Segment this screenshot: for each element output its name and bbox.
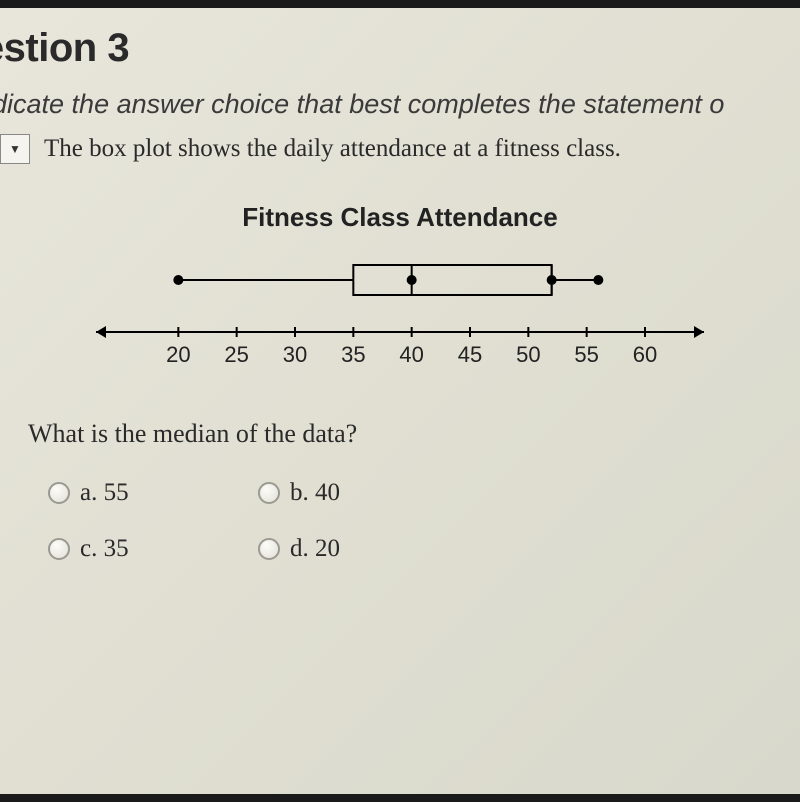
svg-text:40: 40 (399, 342, 423, 367)
choice-b[interactable]: b. 40 (258, 479, 458, 507)
follow-up-question: What is the median of the data? (28, 419, 800, 449)
radio-d[interactable] (258, 538, 280, 560)
svg-text:25: 25 (224, 342, 248, 367)
instruction-text: dicate the answer choice that best compl… (0, 89, 800, 120)
svg-text:30: 30 (283, 342, 307, 367)
choice-c-label: c. 35 (80, 535, 129, 563)
chart-title: Fitness Class Attendance (90, 202, 710, 233)
svg-text:50: 50 (516, 342, 540, 367)
svg-text:55: 55 (574, 342, 598, 367)
question-prompt: The box plot shows the daily attendance … (44, 135, 621, 163)
choice-d-label: d. 20 (290, 535, 340, 563)
flag-icon: ▼ (9, 142, 21, 156)
svg-text:20: 20 (166, 342, 190, 367)
svg-text:60: 60 (633, 342, 657, 367)
radio-a[interactable] (48, 482, 70, 504)
choice-d[interactable]: d. 20 (258, 535, 458, 563)
prompt-row: ▼ The box plot shows the daily attendanc… (0, 134, 800, 164)
chart-canvas: 20 25 30 35 40 45 50 55 60 (90, 247, 710, 377)
choice-c[interactable]: c. 35 (48, 535, 248, 563)
flag-question-button[interactable]: ▼ (0, 134, 30, 164)
radio-c[interactable] (48, 538, 70, 560)
answer-choices: a. 55 b. 40 c. 35 d. 20 (48, 479, 800, 563)
radio-b[interactable] (258, 482, 280, 504)
boxplot-chart: Fitness Class Attendance 20 25 30 35 40 45 50 5… (90, 202, 710, 377)
choice-b-label: b. 40 (290, 479, 340, 507)
choice-a[interactable]: a. 55 (48, 479, 248, 507)
quiz-screen: uestion 3 dicate the answer choice that … (0, 8, 800, 794)
choice-a-label: a. 55 (80, 479, 129, 507)
question-number-heading: uestion 3 (0, 26, 800, 71)
svg-text:45: 45 (458, 342, 482, 367)
svg-text:35: 35 (341, 342, 365, 367)
